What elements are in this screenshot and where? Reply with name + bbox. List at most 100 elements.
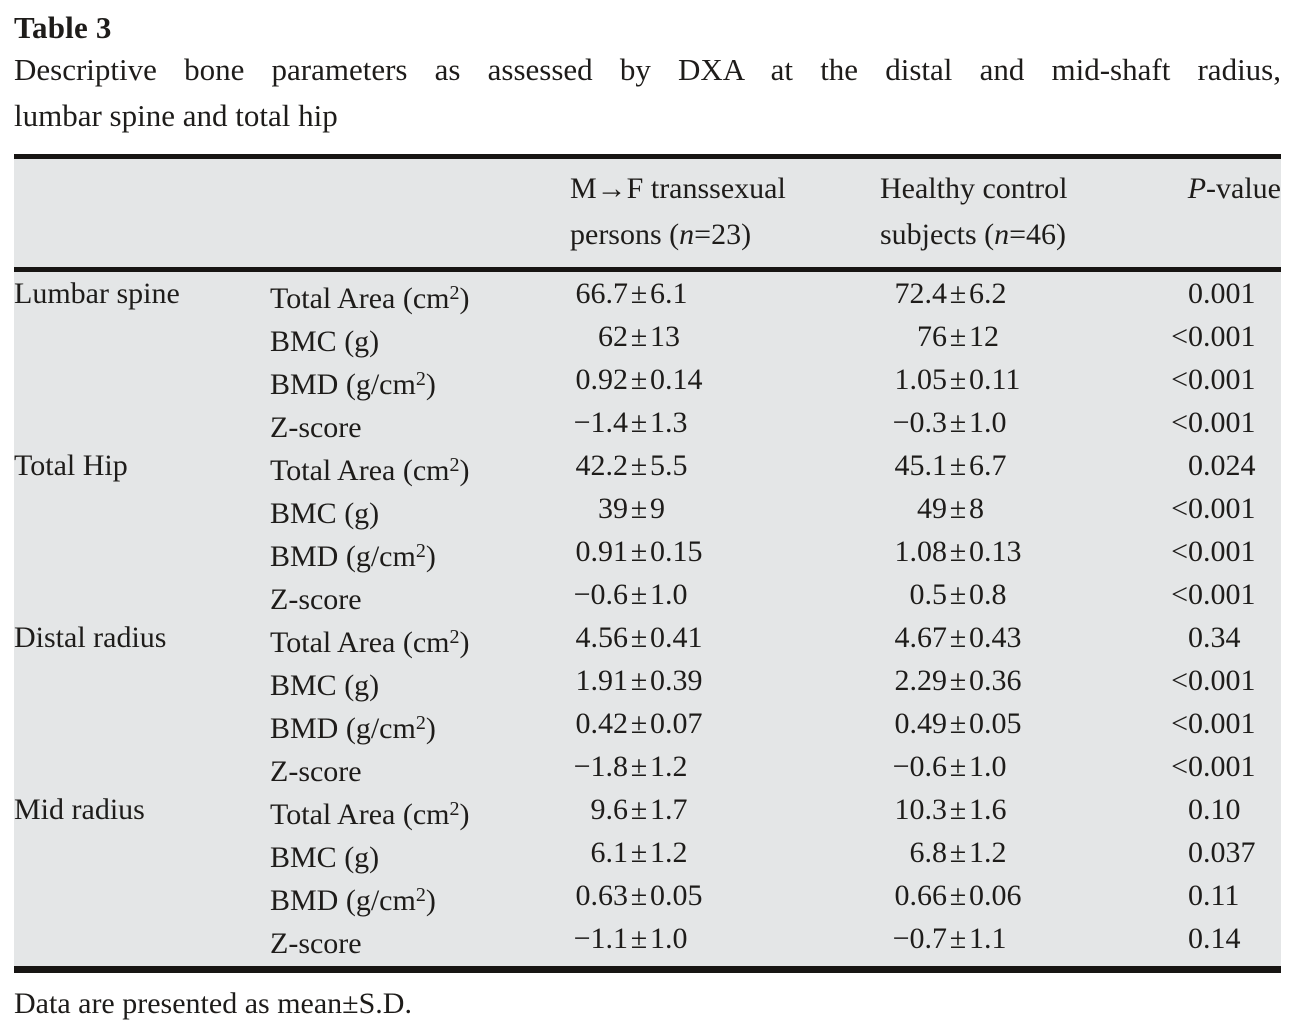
- table-row: Z-score −1.1 ±1.0 −0.7 ±1.1 0.14: [14, 917, 1281, 960]
- param-label: Total Area (cm2): [270, 454, 470, 487]
- p-value: <0.001: [1171, 535, 1256, 568]
- table-row: Total Hip Total Area (cm2) 42.2 ±5.5 45.1…: [14, 444, 1281, 487]
- value-control: 1.08 ±0.13: [894, 535, 1022, 568]
- table-row: BMC (g) 39 ±9 49 ±8 <0.001: [14, 487, 1281, 530]
- p-value: <0.001: [1171, 320, 1256, 353]
- p-value: <0.001: [1171, 750, 1256, 783]
- table-row: BMC (g) 1.91 ±0.39 2.29 ±0.36 <0.001: [14, 659, 1281, 702]
- table-bottom-rule: [14, 966, 1281, 973]
- value-transsexual: −1.4 ±1.3: [573, 406, 688, 439]
- value-transsexual: 66.7 ±6.1: [575, 277, 688, 310]
- param-label: Total Area (cm2): [270, 798, 470, 831]
- p-value: <0.001: [1171, 664, 1256, 697]
- value-control: 6.8 ±1.2: [909, 836, 1007, 869]
- p-value: <0.001: [1171, 492, 1256, 525]
- param-label: BMC (g): [270, 841, 380, 874]
- value-transsexual: −1.1 ±1.0: [573, 922, 688, 955]
- p-value: 0.10: [1188, 793, 1241, 826]
- p-value: 0.001: [1188, 277, 1256, 310]
- param-label: BMD (g/cm2): [270, 884, 436, 917]
- row-group-label: [14, 487, 270, 535]
- value-control: 0.5 ±0.8: [909, 578, 1007, 611]
- value-transsexual: 0.92 ±0.14: [575, 363, 703, 396]
- column-header-control: Healthy control subjects (n=46): [875, 166, 1166, 258]
- value-transsexual: −0.6 ±1.0: [573, 578, 688, 611]
- row-group-label: [14, 874, 270, 922]
- caption-line-1: Descriptive bone parameters as assessed …: [14, 52, 1281, 87]
- row-group-label: [14, 530, 270, 578]
- table-number-title: Table 3: [14, 10, 112, 45]
- value-transsexual: 42.2 ±5.5: [575, 449, 688, 482]
- value-control: −0.7 ±1.1: [892, 922, 1007, 955]
- caption-line-2: lumbar spine and total hip: [14, 98, 338, 133]
- row-group-label: [14, 917, 270, 965]
- table-row: BMC (g) 6.1 ±1.2 6.8 ±1.2 0.037: [14, 831, 1281, 874]
- value-control: 0.66 ±0.06: [894, 879, 1022, 912]
- data-table: M→F transsexual persons (n=23) Healthy c…: [14, 154, 1281, 973]
- row-group-label: Mid radius: [14, 793, 145, 826]
- header-line: subjects (n=46): [880, 218, 1067, 251]
- table-header-rule: [14, 267, 1281, 272]
- value-control: 4.67 ±0.43: [894, 621, 1022, 654]
- row-group-label: [14, 315, 270, 363]
- p-value: <0.001: [1171, 406, 1256, 439]
- p-value: <0.001: [1171, 578, 1256, 611]
- value-transsexual: 0.63 ±0.05: [575, 879, 703, 912]
- value-transsexual: −1.8 ±1.2: [573, 750, 688, 783]
- table-row: BMC (g) 62 ±13 76 ±12 <0.001: [14, 315, 1281, 358]
- p-value: 0.11: [1188, 879, 1240, 912]
- p-value: 0.14: [1188, 922, 1241, 955]
- header-empty-group: [14, 166, 270, 258]
- row-group-label: [14, 401, 270, 449]
- row-group-label: [14, 358, 270, 406]
- column-header-transsexual: M→F transsexual persons (n=23): [556, 166, 875, 258]
- param-label: BMD (g/cm2): [270, 712, 436, 745]
- param-label: Total Area (cm2): [270, 282, 470, 315]
- param-label: BMD (g/cm2): [270, 540, 436, 573]
- row-group-label: [14, 745, 270, 793]
- table-caption: Descriptive bone parameters as assessed …: [14, 47, 1281, 139]
- value-transsexual: 6.1 ±1.2: [590, 836, 688, 869]
- header-line: persons (n=23): [570, 218, 752, 251]
- table-row: Z-score −1.8 ±1.2 −0.6 ±1.0 <0.001: [14, 745, 1281, 788]
- value-transsexual: 4.56 ±0.41: [575, 621, 703, 654]
- param-label: Z-score: [270, 927, 362, 960]
- param-label: Z-score: [270, 755, 362, 788]
- p-value: 0.34: [1188, 621, 1241, 654]
- value-control: 45.1 ±6.7: [894, 449, 1007, 482]
- value-control: 0.49 ±0.05: [894, 707, 1022, 740]
- value-control: 10.3 ±1.6: [894, 793, 1007, 826]
- value-transsexual: 39 ±9: [598, 492, 665, 525]
- table-header-row: M→F transsexual persons (n=23) Healthy c…: [14, 159, 1281, 267]
- table-row: Z-score −0.6 ±1.0 0.5 ±0.8 <0.001: [14, 573, 1281, 616]
- row-group-label: Distal radius: [14, 621, 167, 654]
- header-line: M→F transsexual: [570, 172, 786, 205]
- param-label: Z-score: [270, 583, 362, 616]
- value-transsexual: 9.6 ±1.7: [590, 793, 688, 826]
- table-row: BMD (g/cm2) 0.91 ±0.15 1.08 ±0.13 <0.001: [14, 530, 1281, 573]
- value-control: 1.05 ±0.11: [894, 363, 1021, 396]
- p-value: <0.001: [1171, 707, 1256, 740]
- table-top-rule: [14, 154, 1281, 159]
- row-group-label: [14, 659, 270, 707]
- italic-n: n: [679, 218, 695, 251]
- value-control: 49 ±8: [917, 492, 984, 525]
- p-value: 0.037: [1188, 836, 1256, 869]
- p-value: <0.001: [1171, 363, 1256, 396]
- table-row: BMD (g/cm2) 0.92 ±0.14 1.05 ±0.11 <0.001: [14, 358, 1281, 401]
- row-group-label: [14, 831, 270, 879]
- table-row: Z-score −1.4 ±1.3 −0.3 ±1.0 <0.001: [14, 401, 1281, 444]
- column-header-pvalue: P-value: [1187, 172, 1281, 205]
- p-value: 0.024: [1188, 449, 1256, 482]
- row-group-label: Lumbar spine: [14, 277, 180, 310]
- header-empty-param: [270, 166, 556, 258]
- row-group-label: Total Hip: [14, 449, 128, 482]
- italic-n: n: [994, 218, 1010, 251]
- table-row: Mid radius Total Area (cm2) 9.6 ±1.7 10.3…: [14, 788, 1281, 831]
- header-line: Healthy control: [880, 172, 1068, 205]
- table-row: BMD (g/cm2) 0.42 ±0.07 0.49 ±0.05 <0.001: [14, 702, 1281, 745]
- row-group-label: [14, 573, 270, 621]
- param-label: BMC (g): [270, 325, 380, 358]
- value-control: −0.3 ±1.0: [892, 406, 1007, 439]
